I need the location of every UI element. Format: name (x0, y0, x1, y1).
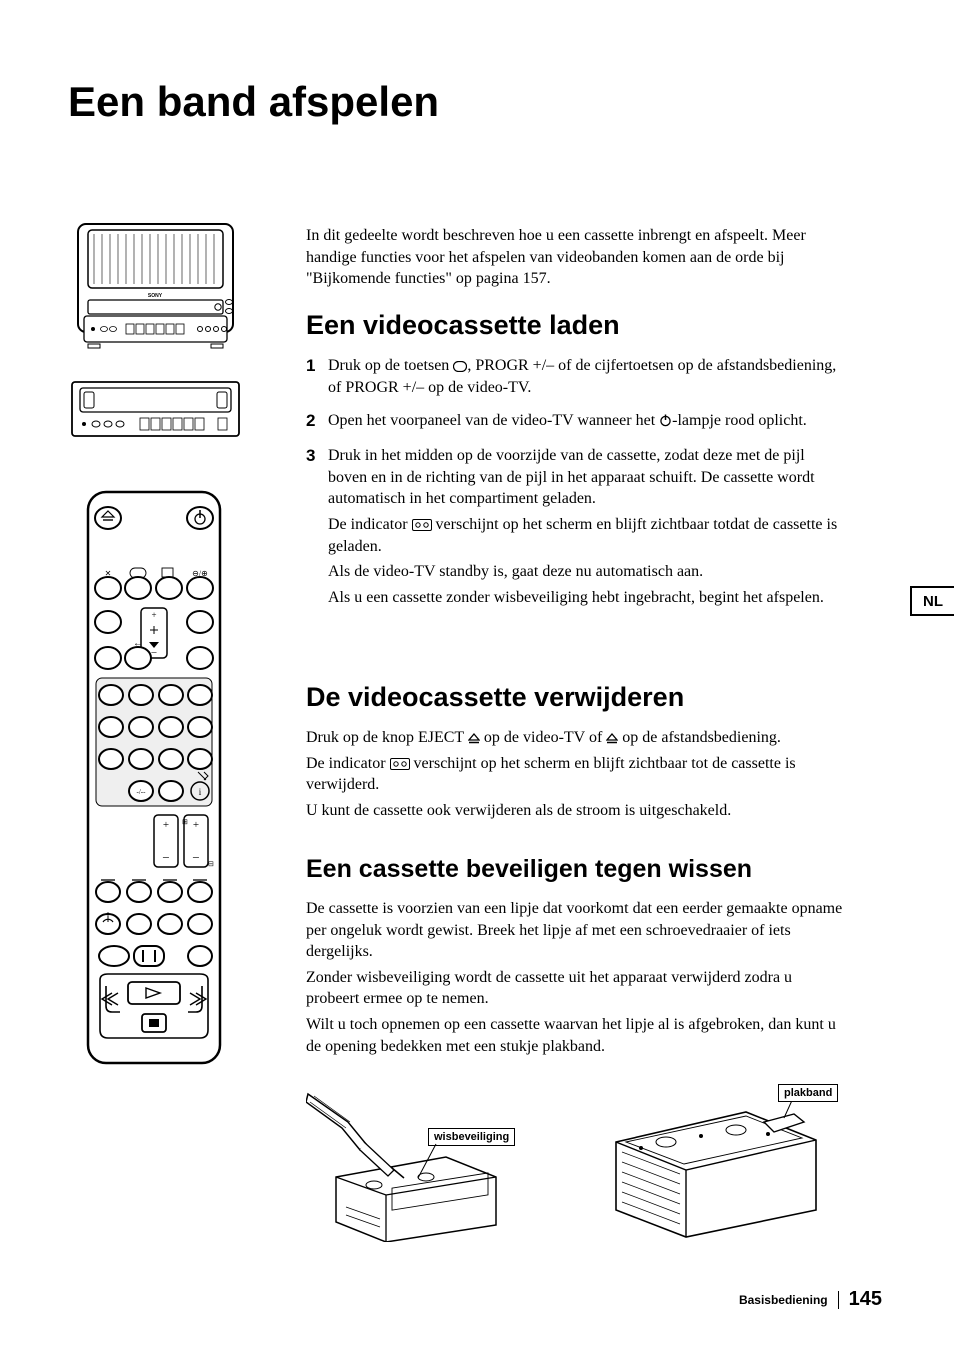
svg-text:−: − (192, 850, 199, 865)
eject-icon (468, 733, 480, 744)
step-3-line3: Als de video-TV standby is, gaat deze nu… (328, 561, 846, 583)
vcr-front-illustration (68, 378, 243, 440)
svg-text:+: + (163, 819, 169, 831)
step-2-body: Open het voorpaneel van de video-TV wann… (328, 410, 846, 433)
svg-text:-/--: -/-- (137, 788, 147, 796)
step-2: 2 Open het voorpaneel van de video-TV wa… (306, 410, 846, 433)
tv-button-icon (453, 361, 467, 372)
step-1: 1 Druk op de toetsen , PROGR +/– of de c… (306, 355, 846, 398)
svg-text:−: − (162, 850, 169, 865)
step-3: 3 Druk in het midden op de voorzijde van… (306, 445, 846, 612)
footer-separator (838, 1291, 839, 1309)
footer-section: Basisbediening (739, 1293, 828, 1307)
footer-page-number: 145 (849, 1288, 882, 1311)
figures-row: wisbeveiliging plakband (306, 1092, 846, 1247)
remove-p2a: De indicator (306, 755, 390, 772)
svg-text:+: + (193, 819, 199, 831)
eject-icon (606, 733, 618, 744)
remove-p1c: op de afstandsbediening. (618, 729, 781, 746)
svg-text:⊟: ⊟ (208, 860, 214, 868)
remove-p3: U kunt de cassette ook verwijderen als d… (306, 800, 846, 822)
heading-protect: Een cassette beveiligen tegen wissen (306, 855, 846, 884)
heading-remove: De videocassette verwijderen (306, 682, 846, 713)
cassette-icon (412, 519, 432, 531)
page-title: Een band afspelen (68, 78, 439, 126)
callout-tape: plakband (778, 1084, 838, 1102)
step-3-line1: Druk in het midden op de voorzijde van d… (328, 445, 846, 510)
power-icon (659, 414, 672, 427)
step-2-text-b: -lampje rood oplicht. (672, 412, 807, 429)
language-tab: NL (910, 586, 954, 616)
step-number: 1 (306, 355, 328, 398)
step-3-line4: Als u een cassette zonder wisbeveiliging… (328, 587, 846, 609)
step-1-body: Druk op de toetsen , PROGR +/– of de cij… (328, 355, 846, 398)
heading-load: Een videocassette laden (306, 310, 846, 341)
remove-p1: Druk op de knop EJECT op de video-TV of … (306, 727, 846, 749)
step-number: 3 (306, 445, 328, 612)
svg-text:⊞: ⊞ (182, 818, 188, 826)
section-protect-cassette: Een cassette beveiligen tegen wissen De … (306, 855, 846, 1061)
svg-text:SONY: SONY (148, 293, 163, 299)
section-load-cassette: Een videocassette laden 1 Druk op de toe… (306, 310, 846, 624)
figure-tape: plakband (606, 1092, 826, 1247)
step-3-line2: De indicator verschijnt op het scherm en… (328, 514, 846, 557)
protect-p3: Wilt u toch opnemen op een cassette waar… (306, 1014, 846, 1057)
section-remove-cassette: De videocassette verwijderen Druk op de … (306, 682, 846, 825)
remove-p2: De indicator verschijnt op het scherm en… (306, 753, 846, 796)
remote-illustration: ✕ ⊖/⊕ + − ← -/-- i +− ⊞ +− ⊟ (86, 490, 222, 1065)
protect-p1: De cassette is voorzien van een lipje da… (306, 898, 846, 963)
protect-p2: Zonder wisbeveiliging wordt de cassette … (306, 967, 846, 1010)
step-number: 2 (306, 410, 328, 433)
cassette-icon (390, 758, 410, 770)
step-3-body: Druk in het midden op de voorzijde van d… (328, 445, 846, 612)
figure-screwdriver: wisbeveiliging (306, 1092, 516, 1247)
page-footer: Basisbediening 145 (739, 1288, 882, 1311)
step-1-text-a: Druk op de toetsen (328, 357, 453, 374)
step-3-line2a: De indicator (328, 516, 412, 533)
intro-paragraph: In dit gedeelte wordt beschreven hoe u e… (306, 225, 846, 290)
tv-unit-illustration: SONY (68, 220, 243, 350)
remove-p1b: op de video-TV of (480, 729, 606, 746)
remove-p1a: Druk op de knop EJECT (306, 729, 468, 746)
svg-text:+: + (151, 610, 156, 620)
step-2-text-a: Open het voorpaneel van de video-TV wann… (328, 412, 659, 429)
